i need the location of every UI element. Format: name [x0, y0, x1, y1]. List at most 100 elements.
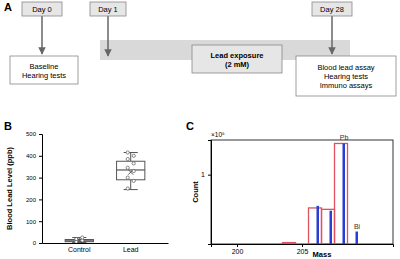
node-text: Day 0	[32, 5, 52, 14]
stem	[330, 211, 333, 244]
tick: 200	[26, 197, 42, 203]
diagram-node: Day 28	[312, 2, 352, 16]
tick-mark	[39, 221, 42, 222]
axis-line	[208, 141, 212, 245]
tick: 500	[26, 131, 42, 137]
arrow	[107, 16, 109, 56]
plot-area	[65, 151, 145, 243]
axis-line	[43, 243, 169, 244]
diagram-node: Day 0	[22, 2, 62, 16]
tick-label: 300	[26, 175, 37, 181]
y-axis: 1	[201, 141, 211, 245]
annotation: Pb	[340, 134, 349, 141]
tick-label: 1	[201, 171, 205, 178]
tick-label: 205	[297, 248, 309, 255]
y-axis-title: Count	[191, 181, 200, 203]
point	[81, 236, 84, 239]
stem	[343, 143, 346, 244]
point	[132, 179, 135, 182]
diagram-node: Day 1	[90, 2, 126, 16]
panel-label: B	[4, 120, 12, 132]
bar	[335, 143, 348, 244]
axis-line	[39, 135, 43, 244]
tick-label: 100	[26, 219, 37, 225]
diagram-node: BaselineHearing tests	[10, 56, 78, 84]
tick-mark	[39, 178, 42, 179]
tick-label: 500	[26, 131, 37, 137]
tick-mark	[39, 199, 42, 200]
y-axis-title: Blood Lead Level (ppb)	[5, 147, 14, 230]
panel-a: ADay 0Day 1Day 28BaselineHearing testsLe…	[4, 1, 396, 96]
whisker-cap	[124, 189, 138, 190]
tick-label: Lead	[123, 246, 139, 253]
tick: 205	[297, 244, 309, 255]
point	[126, 151, 129, 154]
point	[126, 166, 129, 169]
y-scale-label: ×10⁵	[211, 131, 225, 138]
figure: ADay 0Day 1Day 28BaselineHearing testsLe…	[0, 0, 400, 259]
plot-frame	[211, 140, 393, 244]
tick-label: 200	[232, 248, 244, 255]
diagram-node: Blood lead assayHearing testsImmuno assa…	[296, 56, 396, 96]
point	[126, 176, 129, 179]
panel-b: B 0 100 200 300 400 500 Control Lead Blood Lead L…	[4, 120, 169, 253]
node-text: Lead exposure	[211, 51, 264, 60]
tick-mark	[302, 244, 303, 247]
point	[132, 154, 135, 157]
tick-mark	[39, 156, 42, 157]
whisker	[130, 180, 131, 190]
node-box	[312, 2, 352, 16]
tick: 1	[201, 171, 211, 178]
annotation: Bi	[354, 223, 361, 230]
diagram-node: Lead exposure(2 mM)	[192, 45, 282, 73]
arrow	[331, 16, 333, 54]
point	[126, 157, 129, 160]
axis-line	[212, 245, 394, 248]
y-axis: 0 100 200 300 400 500	[26, 131, 43, 246]
bar	[283, 243, 296, 244]
tick-label: 400	[26, 153, 37, 159]
stem	[356, 232, 359, 244]
tick: 0	[33, 240, 42, 246]
tick-label: 200	[26, 197, 37, 203]
tick: Control	[68, 243, 91, 253]
node-box	[90, 2, 126, 16]
plot-area	[283, 143, 359, 244]
node-box	[192, 45, 282, 73]
tick: 100	[26, 219, 42, 225]
tick: 300	[26, 175, 42, 181]
tick-mark	[39, 134, 42, 135]
tick: 400	[26, 153, 42, 159]
x-axis-title: Mass	[313, 250, 332, 259]
node-text: Day 28	[320, 5, 344, 14]
point	[75, 237, 78, 240]
point	[132, 169, 135, 172]
node-text: (2 mM)	[225, 60, 250, 69]
tick-mark	[237, 244, 238, 247]
tick-label: 0	[33, 240, 37, 246]
median	[117, 169, 145, 170]
node-box	[10, 56, 78, 84]
node-text: Baseline	[30, 62, 59, 71]
node-text: Immuno assays	[320, 81, 373, 90]
box	[117, 151, 145, 190]
node-box	[296, 56, 396, 96]
arrow	[41, 16, 43, 54]
whisker	[130, 153, 131, 162]
stem	[317, 206, 320, 244]
panel-label: A	[4, 1, 12, 13]
tick-label: Control	[68, 246, 91, 253]
tick-mark	[208, 175, 211, 176]
bar	[322, 209, 335, 244]
point	[126, 187, 129, 190]
tick: 200	[232, 244, 244, 255]
box-body	[117, 161, 145, 180]
whisker-cap	[72, 242, 86, 243]
panel-c: C2002051MassCount×10⁵PbBi	[186, 120, 394, 259]
x-axis: Control Lead	[43, 243, 169, 253]
node-text: Blood lead assay	[317, 63, 374, 72]
tick-mark	[39, 243, 42, 244]
box	[65, 236, 93, 243]
node-text: Hearing tests	[324, 72, 368, 81]
point	[132, 162, 135, 165]
